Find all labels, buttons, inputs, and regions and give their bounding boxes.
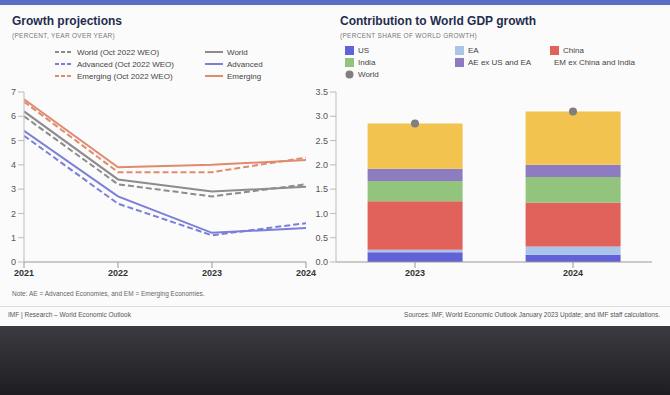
svg-text:1.5: 1.5 xyxy=(315,184,328,194)
svg-text:1: 1 xyxy=(11,233,16,243)
html-text:World: World xyxy=(227,47,248,57)
html-text:Note: AE = Advanced Economies,: Note: AE = Advanced Economies, and EM = … xyxy=(12,290,205,297)
svg-text:2.5: 2.5 xyxy=(315,136,328,146)
svg-text:2022: 2022 xyxy=(108,268,128,278)
svg-text:0.0: 0.0 xyxy=(315,257,328,267)
html-text:IMF | Research – World Economi: IMF | Research – World Economic Outlook xyxy=(8,311,131,318)
svg-text:0.5: 0.5 xyxy=(315,233,328,243)
html-text:World (Oct 2022 WEO): World (Oct 2022 WEO) xyxy=(77,47,160,57)
html-text:Sources: IMF, World Economic O: Sources: IMF, World Economic Outlook Jan… xyxy=(404,311,660,318)
svg-text:3: 3 xyxy=(11,184,16,194)
svg-text:3.0: 3.0 xyxy=(315,111,328,121)
html-text:Emerging (Oct 2022 WEO): Emerging (Oct 2022 WEO) xyxy=(77,71,173,81)
html-text:(PERCENT SHARE OF WORLD GROWTH: (PERCENT SHARE OF WORLD GROWTH) xyxy=(340,32,477,39)
svg-text:7: 7 xyxy=(11,87,16,97)
html-text:Growth projections: Growth projections xyxy=(12,14,122,28)
html-text:EM ex China and India: EM ex China and India xyxy=(554,57,635,67)
svg-text:2021: 2021 xyxy=(14,268,34,278)
html-text:EA: EA xyxy=(468,45,479,55)
html-text:(PERCENT, YEAR OVER YEAR): (PERCENT, YEAR OVER YEAR) xyxy=(12,32,115,39)
svg-text:2024: 2024 xyxy=(563,268,583,278)
html-text:AE ex US and EA: AE ex US and EA xyxy=(468,57,532,67)
html-text:Emerging: Emerging xyxy=(227,71,262,81)
html-text:US: US xyxy=(358,45,370,55)
svg-text:6: 6 xyxy=(11,111,16,121)
svg-text:2: 2 xyxy=(11,209,16,219)
svg-text:2.0: 2.0 xyxy=(315,160,328,170)
svg-text:1.0: 1.0 xyxy=(315,209,328,219)
svg-text:2023: 2023 xyxy=(202,268,222,278)
svg-text:3.5: 3.5 xyxy=(315,87,328,97)
svg-text:2023: 2023 xyxy=(405,268,425,278)
html-text:Advanced: Advanced xyxy=(227,59,263,69)
html-text:India: India xyxy=(358,57,376,67)
svg-text:5: 5 xyxy=(11,136,16,146)
html-text:World: World xyxy=(358,69,379,79)
svg-text:0: 0 xyxy=(11,257,16,267)
svg-text:4: 4 xyxy=(11,160,16,170)
html-text:Contribution to World GDP grow: Contribution to World GDP growth xyxy=(340,14,537,28)
html-text:China: China xyxy=(563,45,584,55)
html-text:Advanced (Oct 2022 WEO): Advanced (Oct 2022 WEO) xyxy=(77,59,174,69)
svg-text:2024: 2024 xyxy=(296,268,316,278)
